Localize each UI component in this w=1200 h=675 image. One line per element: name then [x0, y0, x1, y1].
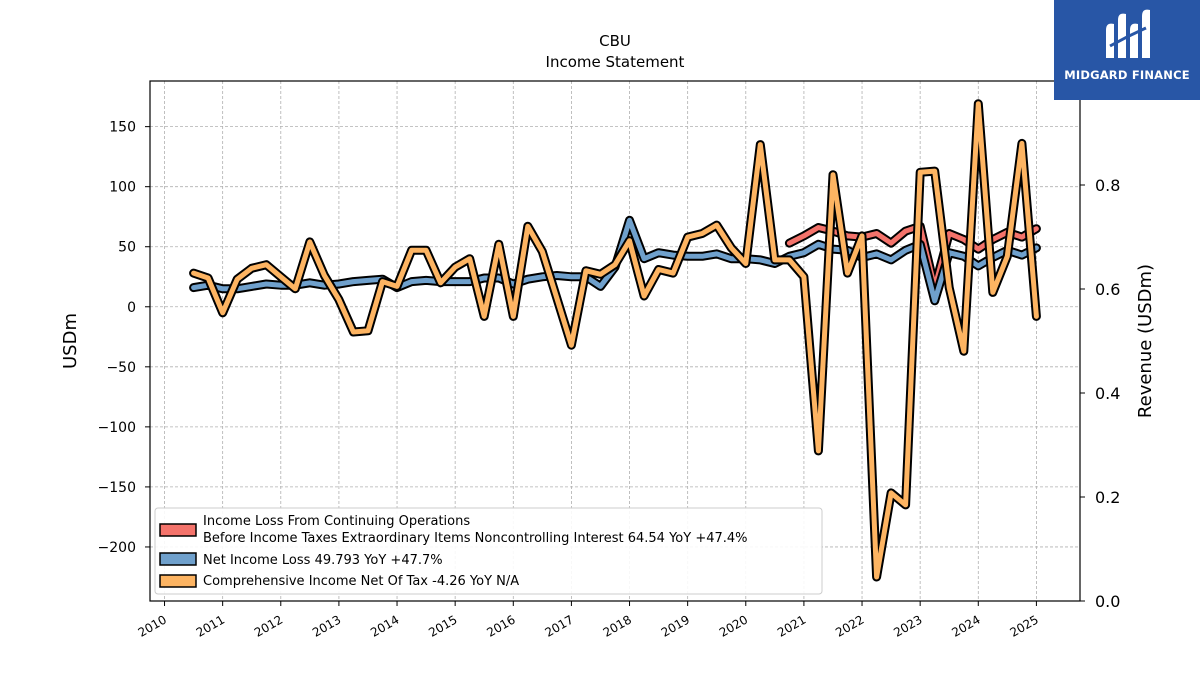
- x-tick-label: 2024: [949, 612, 982, 639]
- x-tick-label: 2020: [717, 612, 750, 639]
- right-tick-label: 0.6: [1095, 280, 1120, 299]
- legend-box: [154, 507, 823, 595]
- chart-subtitle: Income Statement: [546, 53, 685, 71]
- midgard-logo-icon: [1106, 9, 1150, 59]
- plot-frame: [149, 80, 1081, 602]
- x-axis-ticks: 2010 2011 2012 2013 2014 2015 2016 2017 2018 2019…: [136, 601, 1041, 640]
- left-axis-ticks: −200 −150 −100 −50 0 50 100 150: [98, 120, 150, 556]
- legend-swatch-net-income: [159, 552, 197, 566]
- chart-title: CBU: [599, 32, 631, 50]
- legend-label-comprehensive-income: Comprehensive Income Net Of Tax -4.26 Yo…: [203, 574, 519, 589]
- x-tick-label: 2019: [659, 612, 692, 639]
- legend-label-income-loss-line1: Income Loss From Continuing Operations: [203, 514, 470, 529]
- left-tick-label: 50: [118, 240, 136, 256]
- logo-text: MIDGARD FINANCE: [1064, 68, 1190, 82]
- x-tick-label: 2012: [252, 612, 285, 639]
- midgard-finance-logo: MIDGARD FINANCE: [1054, 0, 1200, 100]
- left-tick-label: 100: [109, 180, 136, 196]
- legend-label-income-loss-line2: Before Income Taxes Extraordinary Items …: [203, 531, 748, 546]
- legend: Income Loss From Continuing Operations B…: [154, 507, 823, 595]
- legend-swatch-income-loss: [159, 523, 197, 537]
- right-axis-label: Revenue (USDm): [1135, 264, 1156, 418]
- x-tick-label: 2016: [484, 612, 517, 639]
- x-tick-label: 2017: [542, 612, 575, 639]
- x-tick-label: 2013: [310, 612, 343, 639]
- x-tick-label: 2018: [601, 612, 634, 639]
- left-tick-label: 150: [109, 120, 136, 136]
- x-tick-label: 2021: [775, 612, 808, 639]
- right-axis-ticks: 0.0 0.2 0.4 0.6 0.8: [1080, 176, 1120, 611]
- x-tick-label: 2011: [194, 612, 227, 639]
- right-tick-label: 0.2: [1095, 488, 1120, 507]
- series-outline-comprehensive-income: [189, 99, 1041, 582]
- legend-swatch-comprehensive-income: [159, 574, 197, 588]
- right-tick-label: 0.8: [1095, 176, 1120, 195]
- series-lines: [189, 99, 1041, 582]
- x-tick-label: 2010: [136, 612, 169, 639]
- x-tick-label: 2015: [426, 612, 459, 639]
- series-line-comprehensive-income: [191, 101, 1039, 580]
- left-axis-label: USDm: [60, 313, 81, 369]
- left-tick-label: 0: [127, 300, 136, 316]
- left-tick-label: −150: [98, 480, 136, 496]
- x-tick-label: 2014: [368, 612, 401, 639]
- x-tick-label: 2022: [833, 612, 866, 639]
- right-tick-label: 0.0: [1095, 592, 1120, 611]
- left-tick-label: −200: [98, 540, 136, 556]
- left-tick-label: −100: [98, 420, 136, 436]
- x-tick-label: 2023: [891, 612, 924, 639]
- right-tick-label: 0.4: [1095, 384, 1120, 403]
- legend-label-net-income: Net Income Loss 49.793 YoY +47.7%: [203, 553, 443, 568]
- x-tick-label: 2025: [1007, 612, 1040, 639]
- left-tick-label: −50: [106, 360, 136, 376]
